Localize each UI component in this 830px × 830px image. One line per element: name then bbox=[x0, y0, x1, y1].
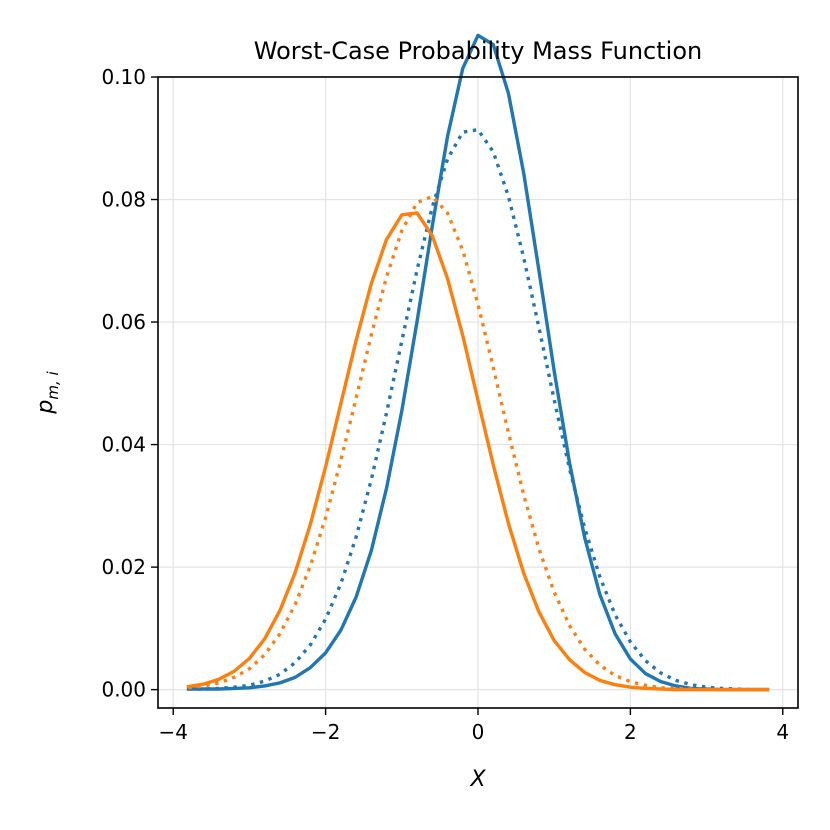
x-axis: −4 −2 0 2 4 bbox=[158, 708, 789, 744]
x-axis-label: X bbox=[469, 767, 486, 792]
grid bbox=[158, 76, 798, 708]
x-tick-label: 4 bbox=[776, 720, 789, 744]
y-tick-label: 0.06 bbox=[101, 310, 146, 334]
y-axis: 0.00 0.02 0.04 0.06 0.08 0.10 bbox=[101, 65, 158, 702]
x-tick-label: 0 bbox=[472, 720, 485, 744]
x-tick-label: 2 bbox=[624, 720, 637, 744]
series-line-blue-dotted bbox=[188, 127, 768, 692]
y-tick-label: 0.08 bbox=[101, 188, 146, 212]
y-tick-label: 0.02 bbox=[101, 555, 146, 579]
series-group bbox=[186, 33, 770, 692]
y-axis-label-main: p bbox=[33, 400, 58, 415]
y-tick-label: 0.10 bbox=[101, 65, 146, 89]
y-tick-label: 0.00 bbox=[101, 678, 146, 702]
series-line-orange-dotted bbox=[188, 194, 768, 692]
chart-title: Worst-Case Probability Mass Function bbox=[254, 37, 702, 65]
y-tick-label: 0.04 bbox=[101, 433, 146, 457]
x-tick-label: −2 bbox=[311, 720, 340, 744]
y-axis-label: pm, i bbox=[33, 371, 62, 415]
series-line-blue-solid bbox=[186, 33, 770, 692]
y-axis-label-subscript: m, i bbox=[44, 371, 62, 400]
x-tick-label: −4 bbox=[158, 720, 187, 744]
